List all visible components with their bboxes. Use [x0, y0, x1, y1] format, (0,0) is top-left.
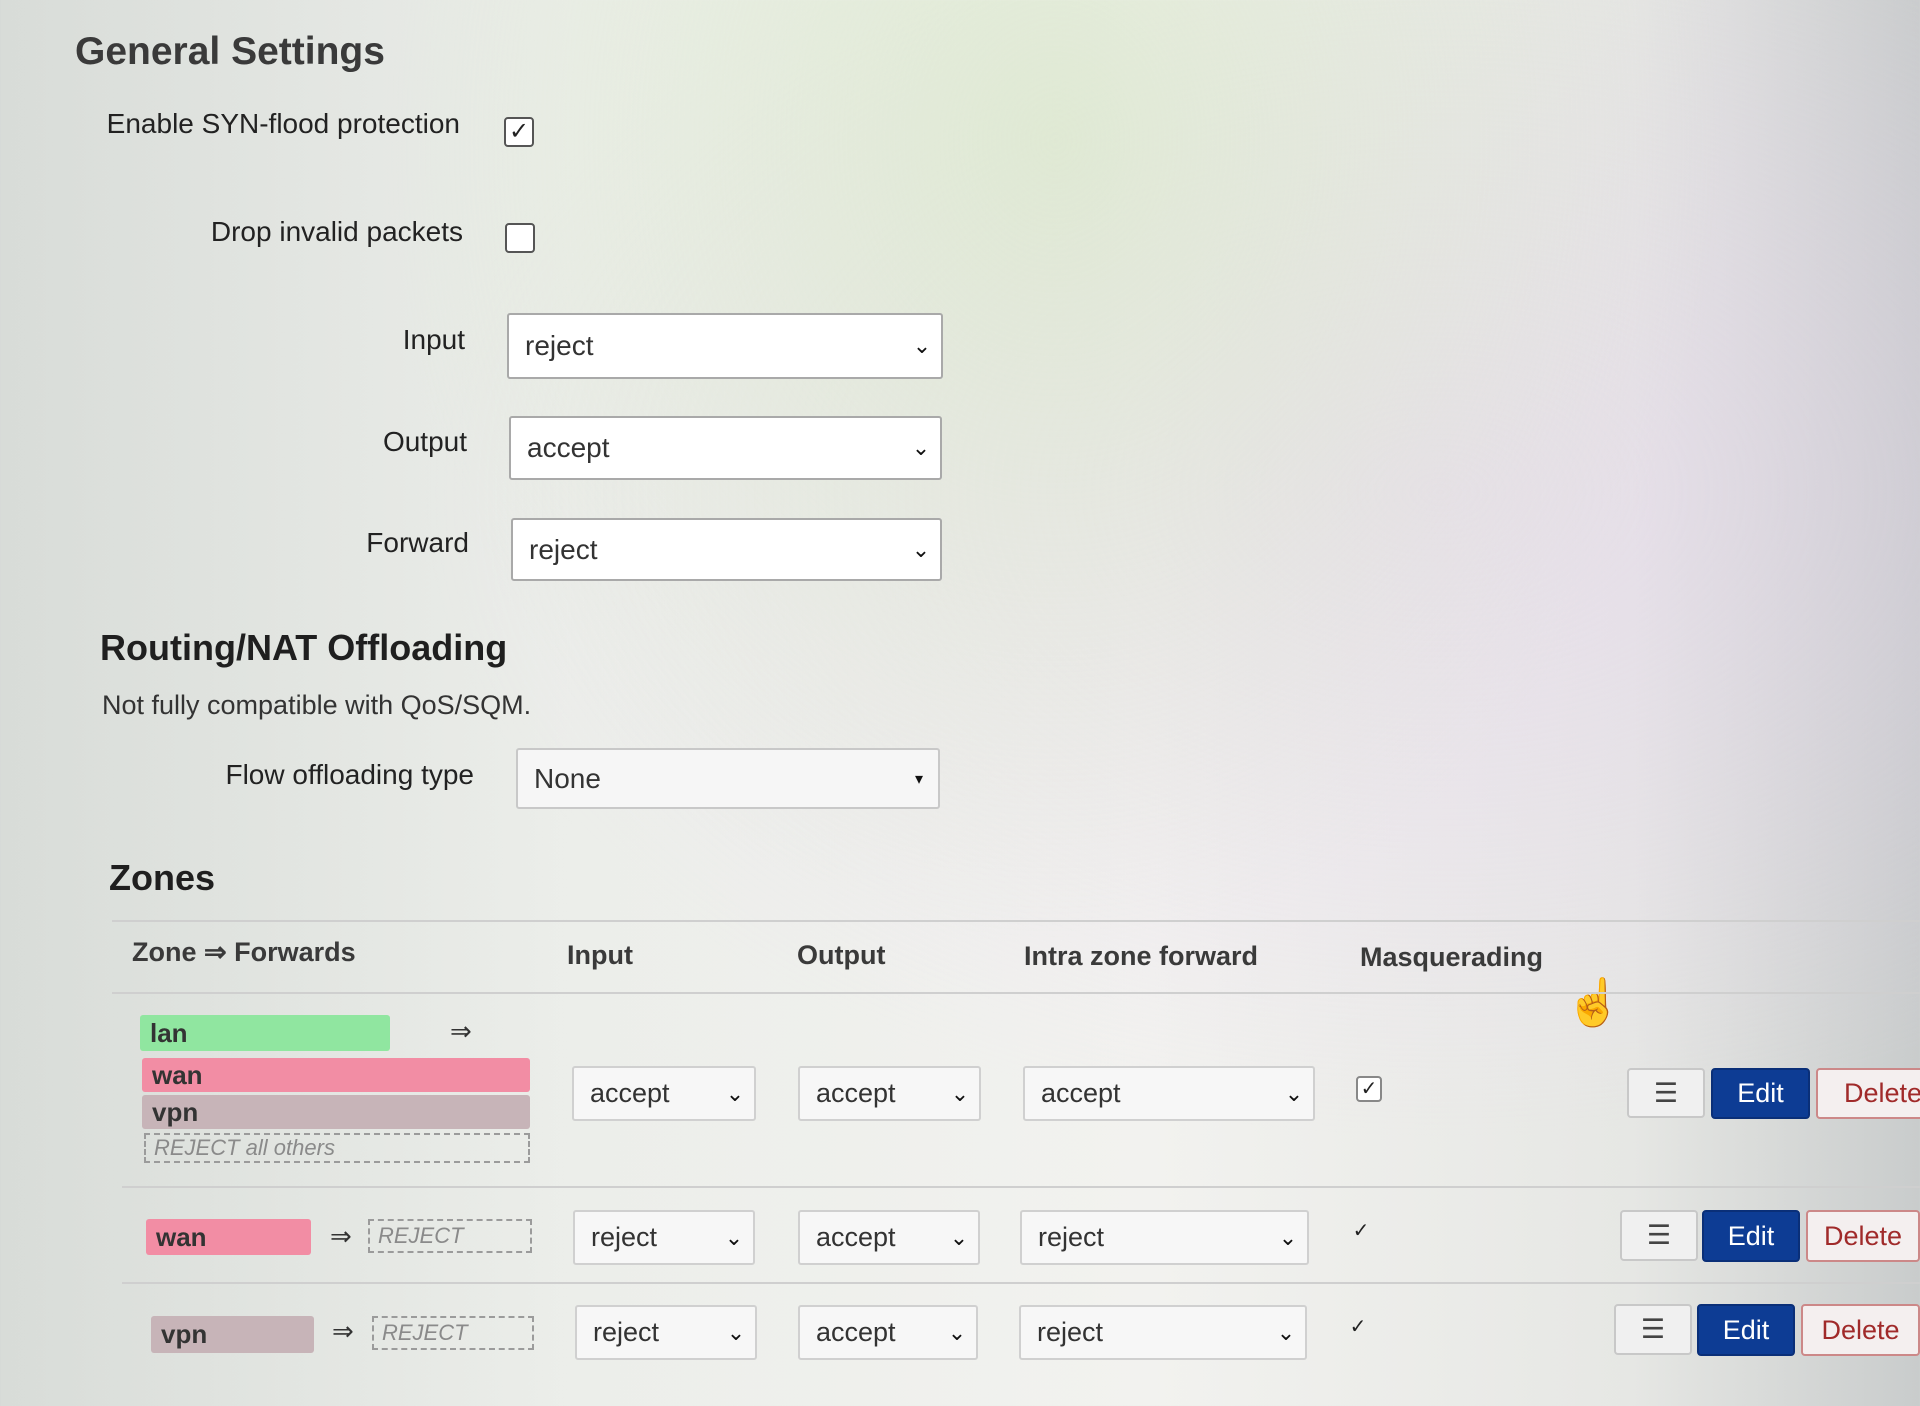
drag-handle-button[interactable]: ☰	[1614, 1304, 1692, 1355]
zone-badge-vpn: vpn	[151, 1316, 314, 1353]
forward-badge-vpn: vpn	[142, 1095, 530, 1129]
syn-flood-checkbox[interactable]: ✓	[504, 117, 534, 147]
row-input-select[interactable]: reject ⌄	[575, 1305, 757, 1360]
chevron-down-icon: ⌄	[911, 536, 931, 562]
edit-button[interactable]: Edit	[1702, 1210, 1800, 1262]
row-input-value: reject	[593, 1317, 660, 1347]
row-input-select[interactable]: accept ⌄	[572, 1066, 756, 1121]
row-intra-select[interactable]: accept ⌄	[1023, 1066, 1315, 1121]
chevron-down-icon: ⌄	[724, 1224, 744, 1250]
edit-button[interactable]: Edit	[1697, 1304, 1795, 1356]
output-policy-select[interactable]: accept ⌄	[509, 416, 942, 480]
row-output-select[interactable]: accept ⌄	[798, 1066, 981, 1121]
reject-all-others-badge: REJECT all others	[144, 1133, 530, 1163]
chevron-down-icon: ⌄	[1284, 1080, 1304, 1106]
menu-icon: ☰	[1640, 1314, 1666, 1344]
row-intra-value: reject	[1037, 1317, 1104, 1347]
forward-policy-value: reject	[529, 533, 598, 565]
offloading-description: Not fully compatible with QoS/SQM.	[102, 690, 532, 720]
masquerading-checkbox[interactable]: ✓	[1350, 1220, 1372, 1242]
chevron-down-icon: ⌄	[1276, 1319, 1296, 1345]
input-policy-value: reject	[525, 330, 594, 361]
table-header-divider	[112, 992, 1920, 994]
flow-offloading-value: None	[534, 762, 601, 794]
menu-icon: ☰	[1646, 1220, 1672, 1250]
offloading-title: Routing/NAT Offloading	[100, 627, 508, 668]
chevron-down-icon: ⌄	[911, 435, 931, 460]
flow-offloading-label: Flow offloading type	[225, 759, 474, 790]
header-intra-zone-forward: Intra zone forward	[1024, 941, 1259, 971]
chevron-down-icon: ⌄	[912, 333, 932, 358]
row-output-select[interactable]: accept ⌄	[798, 1305, 978, 1360]
flow-offloading-select[interactable]: None ▾	[516, 748, 940, 809]
row-input-value: reject	[591, 1222, 658, 1252]
row-divider	[122, 1282, 1920, 1284]
forward-arrow-icon: ⇒	[330, 1221, 352, 1251]
drop-invalid-label: Drop invalid packets	[210, 216, 463, 247]
forward-arrow-icon: ⇒	[332, 1316, 354, 1346]
check-icon: ✓	[1352, 1220, 1370, 1242]
header-output: Output	[797, 940, 886, 970]
check-icon: ✓	[1349, 1316, 1367, 1338]
header-input: Input	[567, 940, 633, 970]
zone-badge-lan: lan	[140, 1015, 390, 1051]
row-input-select[interactable]: reject ⌄	[573, 1210, 755, 1265]
general-settings-title: General Settings	[75, 30, 385, 73]
drag-handle-button[interactable]: ☰	[1620, 1210, 1698, 1261]
row-intra-value: accept	[1041, 1078, 1121, 1108]
zone-badge-wan: wan	[146, 1219, 311, 1255]
chevron-down-icon: ⌄	[726, 1319, 746, 1345]
syn-flood-label: Enable SYN-flood protection	[106, 108, 460, 139]
reject-badge: REJECT	[368, 1219, 532, 1253]
row-intra-select[interactable]: reject ⌄	[1020, 1210, 1309, 1265]
edit-button[interactable]: Edit	[1711, 1068, 1810, 1119]
check-icon: ✓	[1360, 1078, 1378, 1100]
header-zone-forwards: Zone ⇒ Forwards	[132, 937, 356, 967]
masquerading-checkbox[interactable]: ✓	[1347, 1316, 1369, 1338]
delete-button[interactable]: Delete	[1801, 1304, 1920, 1356]
drop-invalid-checkbox[interactable]	[505, 223, 535, 253]
caret-down-icon: ▾	[914, 770, 924, 788]
header-masquerading: Masquerading	[1360, 942, 1544, 972]
zones-title: Zones	[109, 857, 216, 898]
reject-badge: REJECT	[372, 1316, 534, 1350]
row-input-value: accept	[590, 1078, 670, 1108]
chevron-down-icon: ⌄	[725, 1080, 745, 1106]
forward-arrow-icon: ⇒	[450, 1016, 472, 1046]
chevron-down-icon: ⌄	[947, 1319, 967, 1345]
hand-cursor-icon: ☝	[1565, 976, 1623, 1028]
forward-badge-wan: wan	[142, 1058, 530, 1092]
menu-icon: ☰	[1653, 1077, 1679, 1108]
row-output-select[interactable]: accept ⌄	[798, 1210, 980, 1265]
drag-handle-button[interactable]: ☰	[1627, 1068, 1705, 1118]
row-output-value: accept	[816, 1078, 896, 1108]
output-policy-label: Output	[382, 426, 467, 457]
input-policy-select[interactable]: reject ⌄	[507, 313, 943, 379]
check-icon: ✓	[508, 118, 530, 145]
output-policy-value: accept	[527, 432, 610, 463]
forward-policy-select[interactable]: reject ⌄	[511, 518, 942, 581]
delete-button[interactable]: Delete	[1806, 1210, 1920, 1262]
row-intra-select[interactable]: reject ⌄	[1019, 1305, 1307, 1360]
delete-button[interactable]: Delete	[1816, 1068, 1920, 1119]
forward-policy-label: Forward	[366, 527, 469, 558]
input-policy-label: Input	[402, 324, 465, 355]
row-intra-value: reject	[1038, 1222, 1105, 1252]
row-output-value: accept	[816, 1222, 896, 1252]
table-top-divider	[112, 920, 1920, 922]
chevron-down-icon: ⌄	[950, 1080, 970, 1106]
chevron-down-icon: ⌄	[1278, 1224, 1298, 1250]
masquerading-checkbox[interactable]: ✓	[1356, 1076, 1382, 1102]
chevron-down-icon: ⌄	[949, 1224, 969, 1250]
row-divider	[122, 1186, 1920, 1188]
row-output-value: accept	[816, 1317, 896, 1347]
